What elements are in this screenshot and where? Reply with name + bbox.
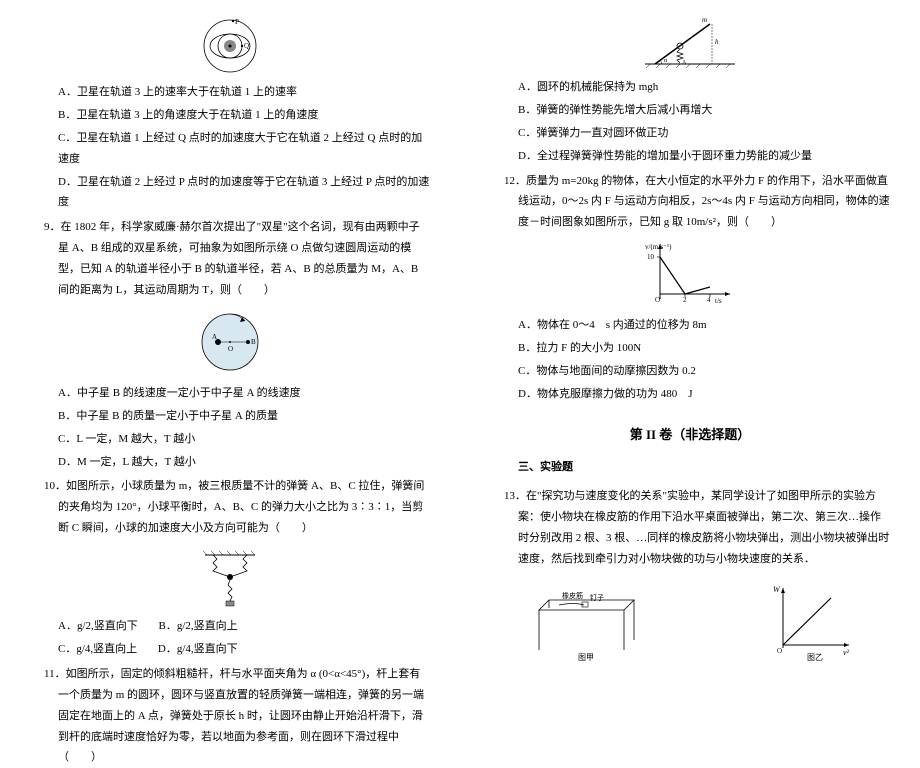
q8-opt-b: B．卫星在轨道 3 上的角速度大于在轨道 1 上的角速度	[30, 105, 430, 126]
svg-text:图甲: 图甲	[578, 653, 594, 662]
q8-opt-c: C．卫星在轨道 1 上经过 Q 点时的加速度大于它在轨道 2 上经过 Q 点时的…	[30, 128, 430, 170]
svg-text:W: W	[773, 585, 781, 594]
q12-text: 12．质量为 m=20kg 的物体，在大小恒定的水平外力 F 的作用下，沿水平面…	[490, 171, 890, 234]
q12-opt-b: B．拉力 F 的大小为 100N	[490, 338, 890, 359]
figure-q8: P Q	[30, 16, 430, 76]
subsection-3: 三、实验题	[490, 457, 890, 478]
q9-opt-d: D．M 一定，L 越大，T 越小	[30, 452, 430, 473]
figure-q11: A h m α	[490, 16, 890, 71]
figure-q13-row: 橡皮筋 钉子 图甲 W v² O 图乙	[490, 580, 890, 665]
q10-opt-d: D．g/4,竖直向下	[158, 643, 238, 655]
figure-q10	[30, 545, 430, 610]
svg-text:O: O	[228, 345, 233, 353]
q11-opt-a: A．圆环的机械能保持为 mgh	[490, 77, 890, 98]
q13-text: 13．在"探究功与速度变化的关系"实验中，某同学设计了如图甲所示的实验方案：使小…	[490, 486, 890, 570]
svg-text:B: B	[251, 338, 256, 346]
figure-q12: v/(m·s⁻¹) t/s 10 O 2 4	[490, 239, 890, 309]
right-column: A h m α A．圆环的机械能保持为 mgh B．弹簧的弹性势能先增大后减小再…	[460, 0, 920, 651]
figure-q13b: W v² O 图乙	[771, 580, 856, 665]
svg-text:O: O	[655, 296, 660, 304]
q11-text: 11．如图所示，固定的倾斜粗糙杆，杆与水平面夹角为 α (0<α<45°)，杆上…	[30, 664, 430, 768]
q8-opt-d: D．卫星在轨道 2 上经过 P 点时的加速度等于它在轨道 3 上经过 P 点时的…	[30, 172, 430, 214]
svg-text:h: h	[715, 38, 719, 46]
svg-text:v/(m·s⁻¹): v/(m·s⁻¹)	[645, 243, 672, 251]
svg-text:橡皮筋: 橡皮筋	[562, 591, 583, 600]
q10-opts-row2: C．g/4,竖直向上 D．g/4,竖直向下	[30, 639, 430, 660]
q12-opt-d: D．物体克服摩擦力做的功为 480 J	[490, 384, 890, 405]
q8-opt-a: A．卫星在轨道 3 上的速率大于在轨道 1 上的速率	[30, 82, 430, 103]
left-column: P Q A．卫星在轨道 3 上的速率大于在轨道 1 上的速率 B．卫星在轨道 3…	[0, 0, 460, 651]
q11-opt-d: D．全过程弹簧弹性势能的增加量小于圆环重力势能的减少量	[490, 146, 890, 167]
svg-text:A: A	[682, 60, 687, 66]
q12-opt-c: C．物体与地面间的动摩擦因数为 0.2	[490, 361, 890, 382]
svg-text:2: 2	[683, 296, 687, 304]
q12-opt-a: A．物体在 0～4 s 内通过的位移为 8m	[490, 315, 890, 336]
svg-text:P: P	[235, 18, 239, 26]
svg-text:10: 10	[647, 253, 655, 261]
q10-opt-b: B．g/2,竖直向上	[159, 620, 238, 632]
figure-q9: A B O	[30, 307, 430, 377]
q9-opt-b: B．中子星 B 的质量一定小于中子星 A 的质量	[30, 406, 430, 427]
q9-text: 9．在 1802 年，科学家威廉·赫尔首次提出了"双星"这个名词，现有由两颗中子…	[30, 217, 430, 301]
svg-text:α: α	[664, 58, 668, 64]
q10-opt-a: A．g/2,竖直向下	[58, 620, 138, 632]
svg-text:4: 4	[707, 296, 711, 304]
svg-text:t/s: t/s	[715, 297, 722, 305]
section-2-title: 第 II 卷（非选择题）	[490, 423, 890, 448]
q10-text: 10．如图所示，小球质量为 m，被三根质量不计的弹簧 A、B、C 拉住，弹簧间的…	[30, 476, 430, 539]
svg-text:图乙: 图乙	[807, 653, 823, 662]
q11-opt-c: C．弹簧弹力一直对圆环做正功	[490, 123, 890, 144]
q10-opts-row1: A．g/2,竖直向下 B．g/2,竖直向上	[30, 616, 430, 637]
q10-opt-c: C．g/4,竖直向上	[58, 643, 137, 655]
q9-opt-a: A．中子星 B 的线速度一定小于中子星 A 的线速度	[30, 383, 430, 404]
svg-text:v²: v²	[843, 648, 850, 657]
svg-text:钉子: 钉子	[590, 593, 604, 602]
figure-q13a: 橡皮筋 钉子 图甲	[524, 580, 644, 665]
svg-text:m: m	[702, 16, 707, 24]
q9-opt-c: C．L 一定，M 越大，T 越小	[30, 429, 430, 450]
svg-text:A: A	[212, 333, 217, 341]
q11-opt-b: B．弹簧的弹性势能先增大后减小再增大	[490, 100, 890, 121]
svg-text:Q: Q	[244, 42, 249, 50]
